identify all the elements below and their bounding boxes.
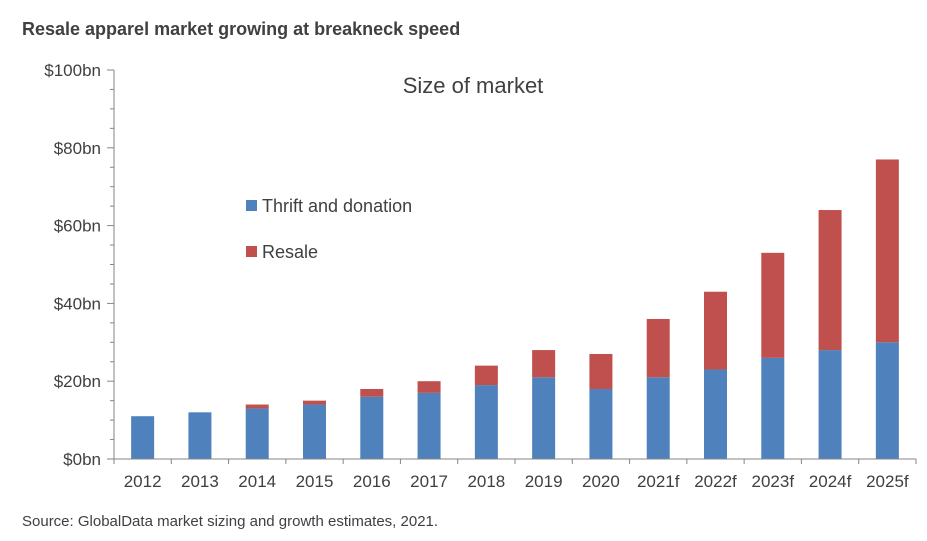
bar-thrift (589, 388, 613, 459)
bar-resale (646, 318, 670, 378)
bar-thrift (761, 357, 785, 459)
x-tick-label: 2017 (410, 472, 448, 491)
bar-resale (589, 353, 613, 389)
legend-swatch (246, 246, 257, 257)
legend: Thrift and donation Resale (246, 196, 412, 262)
bar-thrift (417, 392, 441, 459)
bar-thrift (360, 396, 384, 459)
x-tick-label: 2024f (809, 472, 852, 491)
legend-label: Resale (262, 242, 318, 262)
bar-thrift (875, 342, 899, 459)
bar-resale (245, 404, 269, 409)
bar-resale (875, 159, 899, 343)
bar-thrift (704, 369, 727, 459)
bar-resale (761, 252, 785, 358)
x-tick-label: 2023f (752, 472, 795, 491)
x-tick-label: 2021f (637, 472, 680, 491)
x-tick-label: 2013 (181, 472, 219, 491)
x-tick-label: 2012 (124, 472, 162, 491)
x-tick-label: 2022f (694, 472, 737, 491)
bar-resale (360, 388, 384, 397)
bars (131, 159, 899, 459)
x-tick-label: 2020 (582, 472, 620, 491)
x-tick-label: 2025f (866, 472, 909, 491)
bar-resale (303, 400, 326, 405)
source-note: Source: GlobalData market sizing and gro… (22, 513, 439, 530)
bar-thrift (532, 377, 556, 459)
bar-resale (818, 210, 842, 351)
bar-thrift (245, 408, 269, 459)
y-tick-label: $0bn (63, 450, 101, 469)
chart-title: Size of market (403, 73, 544, 98)
bar-thrift (818, 350, 842, 459)
bar-resale (474, 365, 498, 386)
y-tick-label: $20bn (54, 372, 101, 391)
y-tick-label: $40bn (54, 294, 101, 313)
x-tick-label: 2019 (525, 472, 563, 491)
bar-resale (417, 381, 441, 393)
legend-swatch (246, 200, 257, 211)
y-axis: $0bn $20bn $40bn $60bn $80bn $100bn (44, 61, 115, 469)
x-tick-label: 2018 (467, 472, 505, 491)
x-axis: 2012 2013 2014 2015 2016 2017 2018 2019 2020 2021… (113, 458, 917, 491)
bar-thrift (131, 416, 155, 459)
y-tick-label: $80bn (54, 139, 101, 158)
bar-thrift (474, 385, 498, 459)
y-tick-label: $60bn (54, 217, 101, 236)
bar-resale (704, 291, 727, 370)
bar-thrift (188, 412, 212, 459)
bar-resale (532, 350, 556, 378)
x-tick-label: 2015 (296, 472, 334, 491)
bar-thrift (303, 404, 326, 459)
bar-thrift (646, 377, 670, 459)
legend-label: Thrift and donation (262, 196, 412, 216)
x-tick-label: 2016 (353, 472, 391, 491)
page-title: Resale apparel market growing at breakne… (22, 19, 461, 39)
y-tick-label: $100bn (44, 61, 101, 80)
x-tick-label: 2014 (238, 472, 276, 491)
